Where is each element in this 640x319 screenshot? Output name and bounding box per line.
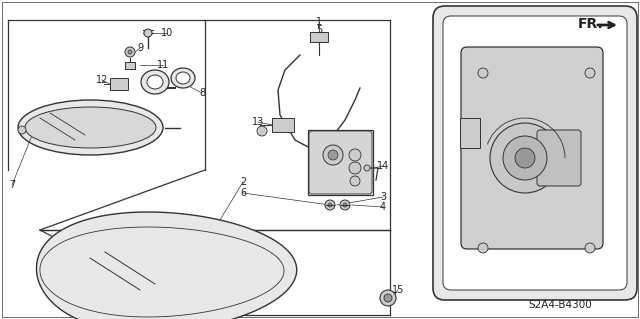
Text: 5: 5: [316, 25, 322, 35]
Bar: [110, 78, 128, 90]
Circle shape: [328, 150, 338, 160]
Circle shape: [515, 148, 535, 168]
Text: 15: 15: [392, 285, 404, 295]
Circle shape: [144, 29, 152, 37]
Circle shape: [478, 68, 488, 78]
Text: 10: 10: [161, 28, 173, 38]
Circle shape: [257, 126, 267, 136]
Text: 13: 13: [252, 117, 264, 127]
Text: 14: 14: [377, 161, 389, 171]
Bar: [308, 130, 373, 195]
Bar: [460, 118, 480, 148]
Circle shape: [325, 200, 335, 210]
Circle shape: [585, 243, 595, 253]
Text: 2: 2: [240, 177, 246, 187]
Circle shape: [343, 203, 347, 207]
Circle shape: [323, 145, 343, 165]
Circle shape: [18, 126, 26, 134]
Ellipse shape: [18, 100, 163, 155]
Circle shape: [478, 243, 488, 253]
Text: S2A4-B4300: S2A4-B4300: [528, 300, 592, 310]
Circle shape: [328, 203, 332, 207]
Text: 6: 6: [240, 188, 246, 198]
Circle shape: [503, 136, 547, 180]
Ellipse shape: [141, 70, 169, 94]
Text: 4: 4: [380, 202, 386, 212]
FancyBboxPatch shape: [309, 131, 372, 194]
Circle shape: [340, 200, 350, 210]
Text: 1: 1: [316, 17, 322, 27]
FancyBboxPatch shape: [433, 6, 637, 300]
Text: FR.: FR.: [578, 17, 604, 31]
Circle shape: [128, 50, 132, 54]
Bar: [310, 32, 328, 42]
Text: 7: 7: [9, 180, 15, 190]
Text: 3: 3: [380, 192, 386, 202]
FancyBboxPatch shape: [537, 130, 581, 186]
FancyBboxPatch shape: [443, 16, 627, 290]
Circle shape: [350, 176, 360, 186]
Circle shape: [364, 165, 370, 171]
Circle shape: [384, 294, 392, 302]
Circle shape: [349, 149, 361, 161]
Text: 9: 9: [137, 43, 143, 53]
Bar: [272, 118, 294, 132]
Circle shape: [585, 68, 595, 78]
Text: 11: 11: [157, 60, 169, 70]
Text: 8: 8: [199, 88, 205, 98]
Circle shape: [380, 290, 396, 306]
Circle shape: [125, 47, 135, 57]
Circle shape: [490, 123, 560, 193]
Circle shape: [349, 162, 361, 174]
Ellipse shape: [147, 75, 163, 89]
Ellipse shape: [25, 107, 156, 148]
Polygon shape: [36, 212, 297, 319]
Bar: [125, 62, 135, 69]
FancyBboxPatch shape: [461, 47, 603, 249]
Text: 12: 12: [96, 75, 108, 85]
Ellipse shape: [171, 68, 195, 88]
Ellipse shape: [176, 72, 190, 84]
